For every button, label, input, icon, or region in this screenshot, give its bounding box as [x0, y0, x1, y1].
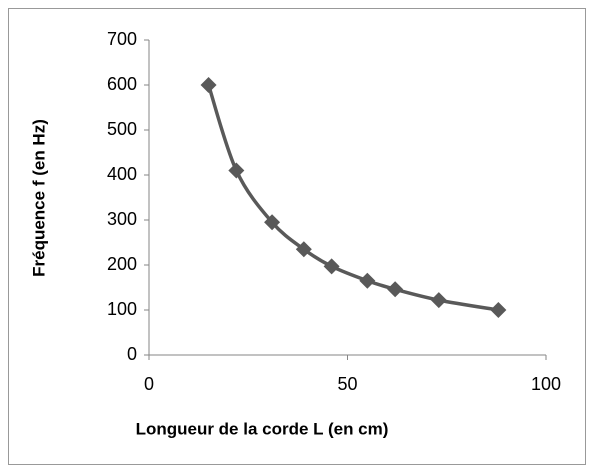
y-axis-label: Fréquence f (en Hz): [29, 119, 48, 277]
y-tick-label: 0: [127, 344, 137, 364]
y-tick-label: 500: [107, 119, 137, 139]
marker: [323, 258, 340, 275]
marker: [387, 281, 404, 298]
y-tick-label: 400: [107, 164, 137, 184]
marker: [430, 292, 447, 309]
x-tick-label: 0: [144, 374, 154, 394]
marker: [264, 214, 281, 231]
marker: [359, 272, 376, 289]
x-axis-label: Longueur de la corde L (en cm): [136, 419, 389, 438]
y-tick-label: 300: [107, 209, 137, 229]
y-tick-label: 100: [107, 299, 137, 319]
x-tick-label: 50: [337, 374, 357, 394]
x-tick-label: 100: [531, 374, 561, 394]
marker: [228, 162, 245, 179]
chart-border: [8, 8, 586, 465]
marker: [295, 241, 312, 258]
marker: [490, 302, 507, 318]
y-tick-label: 600: [107, 74, 137, 94]
y-tick-label: 700: [107, 29, 137, 49]
y-tick-label: 200: [107, 254, 137, 274]
marker: [200, 77, 217, 93]
